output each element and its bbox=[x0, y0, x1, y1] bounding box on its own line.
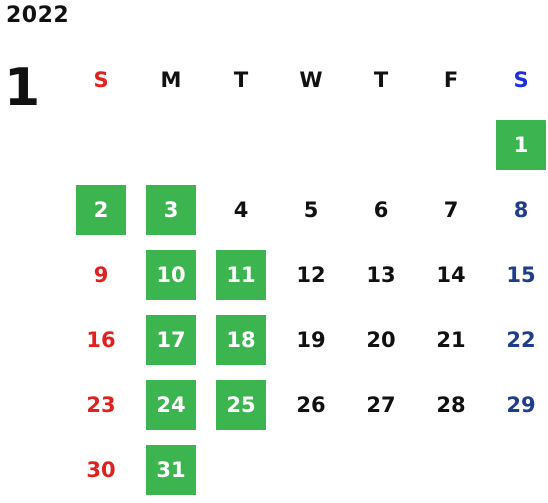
month-number: 1 bbox=[4, 58, 41, 118]
calendar-day-6[interactable]: 6 bbox=[373, 198, 389, 222]
weekday-header-mon: M bbox=[160, 68, 182, 92]
calendar-day-27[interactable]: 27 bbox=[366, 393, 396, 417]
calendar-day-16[interactable]: 16 bbox=[86, 328, 116, 352]
calendar-day-2[interactable]: 2 bbox=[76, 185, 126, 235]
calendar-day-11[interactable]: 11 bbox=[216, 250, 266, 300]
calendar-day-9[interactable]: 9 bbox=[93, 263, 109, 287]
calendar-day-25[interactable]: 25 bbox=[216, 380, 266, 430]
calendar-day-20[interactable]: 20 bbox=[366, 328, 396, 352]
weekday-header-tue: T bbox=[233, 68, 249, 92]
weekday-header-sun: S bbox=[93, 68, 109, 92]
calendar-day-23[interactable]: 23 bbox=[86, 393, 116, 417]
weekday-header-thu: T bbox=[373, 68, 389, 92]
calendar-day-1[interactable]: 1 bbox=[496, 120, 546, 170]
calendar-day-29[interactable]: 29 bbox=[506, 393, 536, 417]
calendar-day-3[interactable]: 3 bbox=[146, 185, 196, 235]
calendar-day-24[interactable]: 24 bbox=[146, 380, 196, 430]
calendar-day-13[interactable]: 13 bbox=[366, 263, 396, 287]
calendar-day-21[interactable]: 21 bbox=[436, 328, 466, 352]
calendar-day-30[interactable]: 30 bbox=[86, 458, 116, 482]
calendar-day-14[interactable]: 14 bbox=[436, 263, 466, 287]
calendar-day-7[interactable]: 7 bbox=[443, 198, 459, 222]
calendar-day-28[interactable]: 28 bbox=[436, 393, 466, 417]
calendar-day-12[interactable]: 12 bbox=[296, 263, 326, 287]
calendar-day-8[interactable]: 8 bbox=[513, 198, 529, 222]
calendar-day-31[interactable]: 31 bbox=[146, 445, 196, 495]
weekday-header-fri: F bbox=[443, 68, 459, 92]
calendar-day-19[interactable]: 19 bbox=[296, 328, 326, 352]
calendar-day-22[interactable]: 22 bbox=[506, 328, 536, 352]
calendar-day-15[interactable]: 15 bbox=[506, 263, 536, 287]
calendar-day-5[interactable]: 5 bbox=[303, 198, 319, 222]
calendar-day-26[interactable]: 26 bbox=[296, 393, 326, 417]
year-label: 2022 bbox=[6, 3, 70, 28]
calendar-day-4[interactable]: 4 bbox=[233, 198, 249, 222]
calendar-grid: S M T W T F S 1 2 3 4 5 6 7 8 9 10 11 12 13 14 15 16 17 18 19 20 21… bbox=[68, 58, 548, 503]
calendar-day-17[interactable]: 17 bbox=[146, 315, 196, 365]
weekday-header-sat: S bbox=[513, 68, 529, 92]
weekday-header-wed: W bbox=[299, 68, 323, 92]
calendar-day-10[interactable]: 10 bbox=[146, 250, 196, 300]
calendar-day-18[interactable]: 18 bbox=[216, 315, 266, 365]
